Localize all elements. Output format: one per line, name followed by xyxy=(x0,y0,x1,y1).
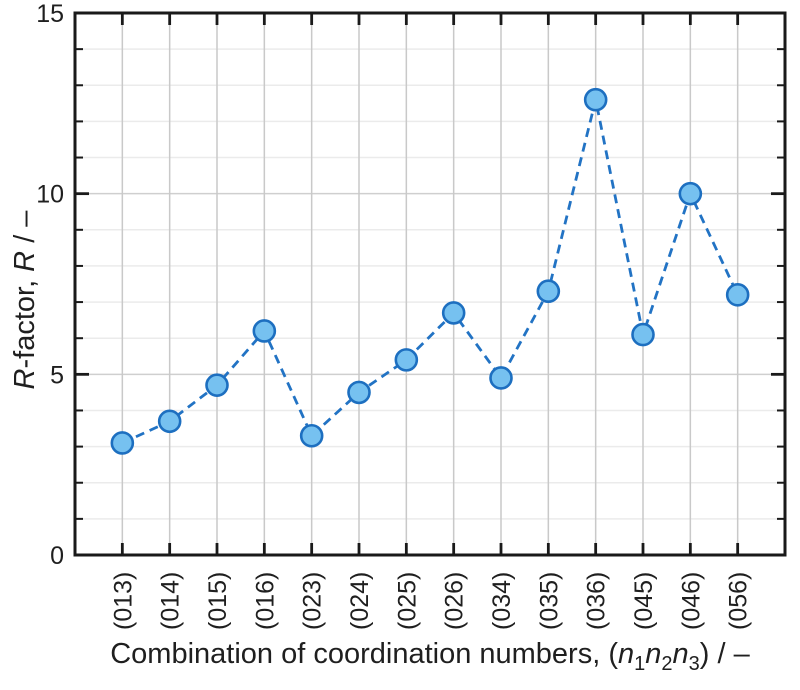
x-title-n3: n xyxy=(673,638,689,670)
x-axis-title: Combination of coordination numbers, (n1… xyxy=(110,638,750,675)
data-point-036 xyxy=(583,87,608,112)
x-tick-label: (034) xyxy=(488,572,516,630)
y-tick-label: 0 xyxy=(50,542,64,570)
x-tick-label: (024) xyxy=(346,572,374,630)
x-tick-label: (026) xyxy=(441,572,469,630)
y-tick-label: 5 xyxy=(50,361,64,389)
plot-area: 0 5 10 15 (013) (014) (015) (016) (023) (024) (025… xyxy=(36,0,787,630)
x-title-n1: n xyxy=(618,638,634,670)
x-tick-label: (025) xyxy=(393,572,421,630)
y-tick-label: 15 xyxy=(36,0,64,28)
data-point-016 xyxy=(252,319,277,343)
data-point-035 xyxy=(536,279,561,304)
data-point-026 xyxy=(441,301,466,325)
data-point-013 xyxy=(110,431,135,455)
axes-frame xyxy=(73,11,787,557)
y-title-mid: -factor, xyxy=(9,272,41,369)
x-tick-label: (014) xyxy=(157,572,185,630)
x-tick-label: (016) xyxy=(251,572,279,630)
data-point-024 xyxy=(347,380,371,405)
y-title-suffix: / – xyxy=(9,210,41,251)
y-title-r2: R xyxy=(9,251,41,272)
x-tick-label: (023) xyxy=(299,572,327,630)
data-point-025 xyxy=(394,348,419,372)
data-point-015 xyxy=(205,373,229,397)
x-tick-label: (056) xyxy=(725,572,753,630)
x-title-prefix: Combination of coordination numbers, ( xyxy=(110,638,618,670)
x-tick-label: (036) xyxy=(583,572,611,630)
data-point-046 xyxy=(678,181,703,206)
y-tick-label: 10 xyxy=(36,181,64,209)
y-title-r1: R xyxy=(9,368,41,389)
data-point-023 xyxy=(299,423,324,448)
y-axis-title: R-factor, R / – xyxy=(9,210,41,390)
data-point-045 xyxy=(631,322,655,347)
data-point-034 xyxy=(489,366,513,390)
data-point-056 xyxy=(725,283,750,307)
x-tick-label: (015) xyxy=(204,572,232,630)
x-tick-label: (045) xyxy=(630,572,658,630)
x-tick-label: (013) xyxy=(109,572,137,630)
x-title-sub1: 1 xyxy=(634,653,645,675)
data-point-014 xyxy=(157,409,182,434)
x-tick-label: (046) xyxy=(677,572,705,630)
series-line xyxy=(121,99,739,445)
x-title-sub3: 3 xyxy=(689,653,700,675)
x-title-suffix: ) / – xyxy=(700,638,751,670)
x-tick-label: (035) xyxy=(535,572,563,630)
x-title-sub2: 2 xyxy=(661,653,672,675)
x-title-n2: n xyxy=(645,638,661,670)
